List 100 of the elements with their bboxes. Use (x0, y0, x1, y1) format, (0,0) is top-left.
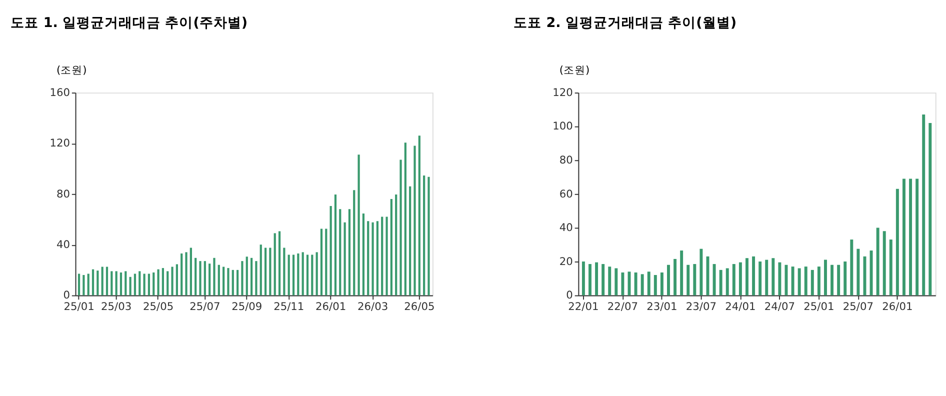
y-tick-label: 0 (63, 288, 70, 302)
bar (798, 268, 801, 296)
bar (837, 264, 840, 296)
x-tick-label: 24/07 (764, 300, 795, 314)
bar (302, 252, 304, 296)
bar (101, 266, 104, 296)
bar (129, 276, 132, 296)
bar (372, 222, 374, 296)
x-tick-label: 22/01 (568, 300, 599, 314)
bar (386, 216, 388, 296)
chart-title: 도표 1. 일평균거래대금 추이(주차별) (10, 14, 248, 31)
bar (255, 261, 258, 296)
bar (896, 188, 899, 296)
y-tick-label: 80 (559, 154, 574, 167)
bar (647, 272, 650, 296)
bar (824, 260, 827, 296)
bar (143, 274, 146, 296)
bar (320, 228, 323, 296)
bar (409, 186, 412, 296)
bar (719, 270, 722, 296)
y-axis-title: (조원) (559, 64, 590, 77)
bar (844, 261, 847, 296)
bar (423, 176, 426, 296)
bar (96, 270, 99, 296)
bar (152, 272, 155, 296)
bar (344, 222, 346, 296)
bar (667, 264, 670, 296)
bar (190, 248, 192, 296)
chart-title: 도표 2. 일평균거래대금 추이(월별) (514, 14, 737, 31)
bar (817, 266, 820, 296)
bar (115, 271, 118, 296)
bar (232, 270, 234, 296)
bar (292, 254, 295, 296)
bar (752, 256, 756, 296)
bar (772, 258, 775, 296)
bar (876, 228, 880, 296)
bar (390, 198, 392, 296)
bar (765, 260, 768, 296)
bar (78, 274, 80, 296)
bar (889, 240, 892, 296)
bar (726, 268, 729, 296)
bar (693, 264, 696, 296)
bar (804, 266, 808, 296)
x-tick-label: 25/05 (143, 300, 174, 314)
y-tick-label: 160 (50, 86, 70, 99)
bar (199, 261, 202, 296)
bar (640, 274, 644, 296)
bar (334, 194, 337, 296)
bar (928, 122, 932, 296)
x-tick-label: 25/11 (274, 300, 304, 314)
bar (288, 254, 290, 296)
bar (87, 274, 90, 296)
bar (218, 264, 220, 296)
bar (162, 268, 164, 296)
bar (358, 154, 360, 296)
x-tick-label: 25/07 (842, 300, 874, 314)
bar (120, 272, 122, 296)
x-tick-label: 25/03 (101, 300, 132, 314)
bar (269, 248, 272, 296)
bar (157, 269, 160, 296)
bar (400, 160, 402, 296)
bar (274, 233, 276, 296)
bar (185, 252, 188, 296)
bar (850, 240, 854, 296)
bar (870, 250, 873, 296)
bar (791, 266, 794, 296)
bar (882, 231, 886, 296)
y-tick-label: 120 (552, 86, 574, 99)
bar (367, 221, 370, 296)
bar (902, 178, 906, 296)
bar (712, 264, 716, 296)
bar (106, 266, 108, 296)
bar (784, 264, 788, 296)
y-tick-label: 100 (552, 120, 574, 133)
bar (608, 266, 612, 296)
bar (134, 274, 136, 296)
bar (353, 190, 356, 296)
bar (208, 264, 211, 296)
bar (236, 270, 239, 296)
bar (227, 268, 230, 296)
bar (348, 209, 351, 296)
bar (830, 264, 834, 296)
bar (863, 256, 866, 296)
y-tick-label: 0 (566, 288, 574, 302)
bar (582, 261, 585, 296)
bar (278, 231, 281, 296)
bar (250, 258, 253, 296)
bar (297, 253, 300, 296)
bar (194, 258, 197, 296)
bar (588, 264, 592, 296)
bar (260, 244, 262, 296)
bar (856, 248, 860, 296)
bar (148, 274, 150, 296)
bar (330, 206, 332, 296)
bar (909, 178, 912, 296)
y-tick-label: 20 (559, 254, 574, 268)
bar (602, 264, 605, 296)
x-tick-label: 24/01 (725, 300, 756, 314)
bar (246, 256, 248, 296)
x-tick-label: 25/09 (232, 300, 262, 314)
